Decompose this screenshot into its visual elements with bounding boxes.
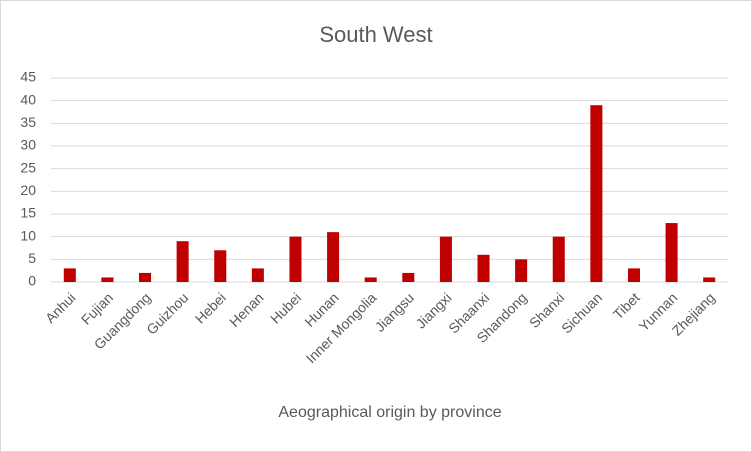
bar: [515, 259, 528, 282]
y-tick-label: 45: [20, 69, 36, 85]
bar: [477, 254, 490, 282]
bar: [251, 268, 264, 282]
bar: [552, 236, 565, 282]
bar: [214, 250, 227, 282]
y-tick-label: 35: [20, 114, 36, 130]
y-tick-label: 40: [20, 91, 36, 107]
bar: [139, 272, 152, 282]
bar: [627, 268, 640, 282]
y-tick-label: 10: [20, 227, 36, 243]
bar: [176, 241, 189, 282]
bar: [63, 268, 76, 282]
y-tick-label: 0: [28, 273, 36, 289]
x-axis-label: Aeographical origin by province: [278, 404, 501, 421]
bar: [590, 105, 603, 282]
bar: [364, 277, 377, 282]
bar: [703, 277, 716, 282]
bar: [665, 223, 678, 282]
chart-title: South West: [319, 22, 432, 47]
y-tick-label: 25: [20, 159, 36, 175]
bar: [402, 272, 415, 282]
bar: [101, 277, 114, 282]
y-tick-label: 30: [20, 137, 36, 153]
bar: [327, 232, 340, 282]
y-tick-label: 5: [28, 250, 36, 266]
bar: [439, 236, 452, 282]
y-tick-label: 20: [20, 182, 36, 198]
bar: [289, 236, 302, 282]
y-tick-label: 15: [20, 205, 36, 221]
